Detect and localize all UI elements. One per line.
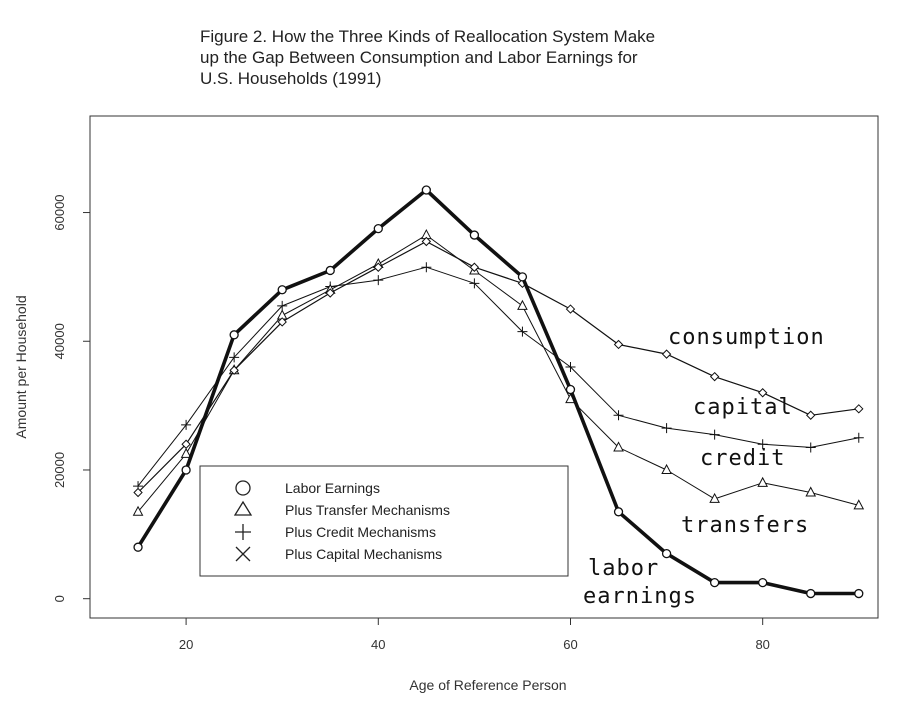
- data-point: [421, 236, 432, 247]
- series-line: [136, 188, 859, 596]
- annotation-earnings: earnings: [583, 584, 697, 609]
- chart-title-line-1: Figure 2. How the Three Kinds of Realloc…: [200, 27, 656, 46]
- x-axis-title: Age of Reference Person: [409, 677, 566, 693]
- data-point: [469, 262, 480, 272]
- x-tick-label: 40: [371, 637, 385, 652]
- data-point: [806, 410, 816, 420]
- chart-title-line-3: U.S. Households (1991): [200, 69, 382, 88]
- data-point: [133, 487, 143, 498]
- annotation-labor: labor: [588, 556, 659, 581]
- data-point: [277, 285, 287, 295]
- data-point: [181, 419, 192, 430]
- annotation-transfers: transfers: [681, 513, 809, 538]
- data-point: [421, 185, 431, 195]
- data-point: [229, 365, 239, 375]
- data-point: [565, 384, 576, 395]
- data-point: [613, 410, 624, 421]
- y-axis-title: Amount per Household: [13, 295, 29, 438]
- chart-title-line-2: up the Gap Between Consumption and Labor…: [200, 48, 638, 67]
- data-point: [180, 447, 192, 458]
- data-point: [805, 442, 816, 453]
- legend-plus-icon: [235, 524, 251, 540]
- data-point: [565, 362, 576, 372]
- annotation-capital: capital: [693, 395, 793, 420]
- data-point: [709, 429, 720, 440]
- data-point: [661, 349, 672, 359]
- annotation-credit: credit: [700, 446, 785, 471]
- legend-label-capital: Plus Capital Mechanisms: [285, 546, 442, 562]
- data-point: [709, 371, 720, 382]
- data-point: [421, 262, 432, 273]
- data-point: [854, 404, 864, 414]
- data-point: [613, 339, 624, 350]
- series-labor-earnings: [133, 185, 864, 599]
- data-point: [229, 330, 239, 340]
- data-point: [517, 299, 528, 310]
- legend-circle-icon: [235, 480, 251, 496]
- series-layer: [132, 185, 865, 599]
- data-point: [661, 423, 672, 434]
- series-line: [137, 234, 859, 513]
- plot-frame: [89, 115, 879, 619]
- data-point: [709, 577, 720, 588]
- data-point: [709, 492, 720, 503]
- data-point: [565, 304, 576, 314]
- data-point: [517, 272, 528, 282]
- y-tick-label: 0: [52, 595, 67, 602]
- data-point: [758, 577, 768, 588]
- legend-label-credit: Plus Credit Mechanisms: [285, 524, 436, 540]
- data-point: [661, 463, 672, 474]
- legend-triangle-icon: [233, 500, 253, 516]
- data-point: [854, 588, 864, 599]
- chart-title: Figure 2. How the Three Kinds of Realloc…: [200, 26, 655, 89]
- legend-label-transfers: Plus Transfer Mechanisms: [285, 502, 450, 518]
- y-tick-label: 40000: [52, 323, 67, 359]
- data-point: [229, 352, 240, 363]
- axes: 20 40 60 80 0 20000 40000 60000: [52, 194, 770, 652]
- data-point: [181, 439, 191, 449]
- data-point: [757, 439, 768, 450]
- series-line: [137, 266, 859, 487]
- data-point: [277, 300, 288, 311]
- data-point: [325, 265, 335, 276]
- data-point: [757, 476, 769, 487]
- data-point: [757, 388, 768, 398]
- data-point: [373, 262, 384, 272]
- data-point: [277, 317, 287, 327]
- data-point: [806, 588, 816, 599]
- x-tick-label: 20: [179, 637, 193, 652]
- data-point: [805, 486, 817, 497]
- data-point: [181, 465, 191, 475]
- legend-box: [199, 465, 569, 577]
- data-point: [853, 432, 864, 443]
- data-point: [853, 499, 865, 510]
- y-tick-label: 60000: [52, 194, 67, 230]
- series-plus-credit-mechanisms: [133, 262, 864, 492]
- data-point: [373, 223, 383, 234]
- series-line: [137, 240, 859, 493]
- data-point: [133, 542, 143, 552]
- legend-cross-icon: [235, 546, 251, 562]
- legend: Labor Earnings Plus Transfer Mechanisms …: [199, 465, 569, 577]
- annotation-consumption: consumption: [668, 325, 825, 350]
- data-point: [613, 441, 624, 452]
- data-point: [132, 505, 144, 516]
- legend-label-labor-earnings: Labor Earnings: [285, 480, 380, 496]
- data-point: [517, 326, 528, 337]
- data-point: [325, 288, 335, 298]
- x-tick-label: 80: [755, 637, 769, 652]
- data-point: [469, 278, 480, 289]
- data-point: [469, 230, 480, 240]
- data-point: [661, 548, 672, 559]
- series-plus-capital-mechanisms: [133, 236, 864, 498]
- y-tick-label: 20000: [52, 452, 67, 488]
- data-point: [613, 507, 624, 517]
- data-point: [373, 275, 384, 286]
- x-tick-label: 60: [563, 637, 577, 652]
